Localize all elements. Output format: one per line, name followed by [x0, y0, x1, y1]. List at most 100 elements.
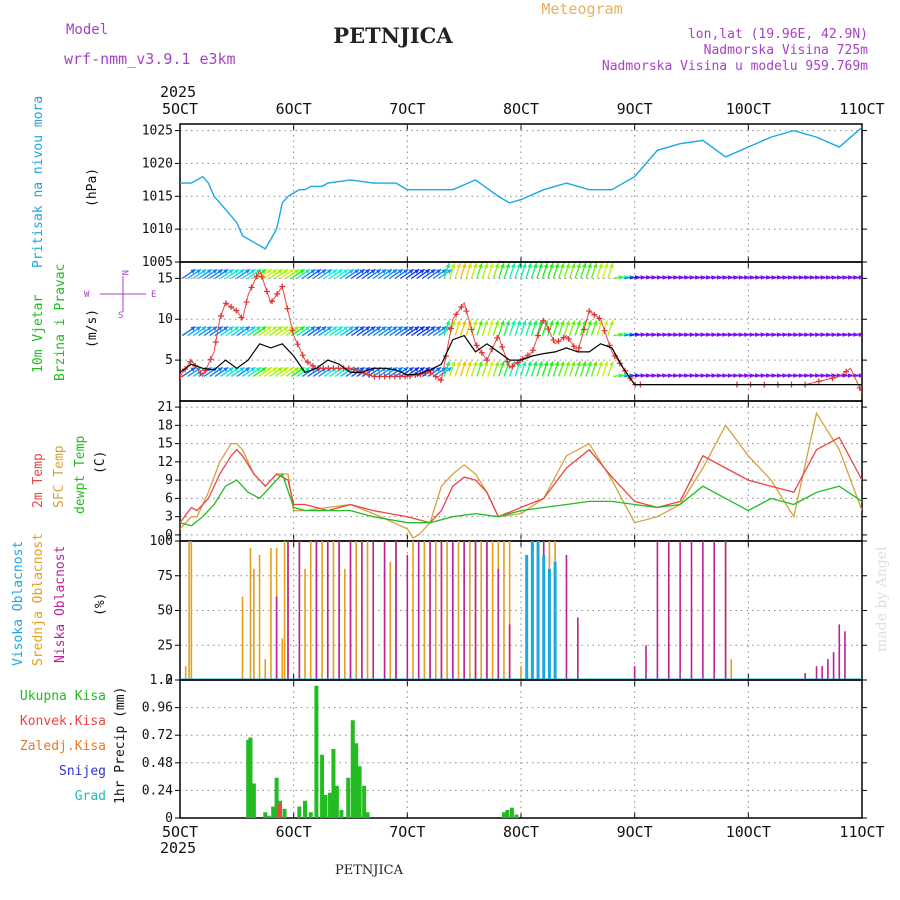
total-rain-bar	[328, 792, 333, 818]
gust-marker	[325, 365, 332, 372]
wind-barb-head	[538, 263, 543, 269]
wind-barb-head	[483, 320, 489, 326]
wind-unit: (m/s)	[85, 309, 100, 348]
wind-barb-head	[467, 361, 472, 367]
wind-barb-head	[288, 367, 294, 372]
pressure-tick-label: 1005	[142, 255, 173, 270]
credit-label: made by Angel	[874, 546, 890, 652]
temp-tick-label: 6	[165, 491, 173, 506]
gust-marker	[829, 375, 836, 382]
wind-barb-head	[305, 269, 311, 274]
low-cloud-bar	[804, 673, 806, 680]
gust-marker	[509, 363, 516, 370]
mid-cloud-bar	[434, 541, 437, 680]
mid-cloud-bar	[520, 666, 522, 680]
high-cloud-bar	[547, 568, 551, 680]
wind-barb-head	[190, 326, 196, 332]
total-rain-bar	[308, 812, 313, 818]
wind-barb-head	[441, 326, 447, 332]
wind-barb-head	[532, 361, 538, 367]
low-cloud-bar	[486, 541, 488, 680]
wind-barb-head	[425, 367, 431, 372]
gust-marker	[437, 377, 444, 384]
gust-marker	[412, 372, 419, 379]
gust-marker	[432, 373, 439, 380]
wind-barb-head	[414, 326, 420, 332]
gust-marker	[345, 365, 352, 372]
low-cloud-bar	[287, 541, 289, 680]
wind-barb-head	[436, 367, 441, 372]
wind-barb-head	[864, 275, 869, 280]
wind-barb-head	[587, 263, 592, 269]
wind-barb-head	[250, 367, 256, 372]
wind-barb-head	[587, 361, 592, 367]
wind-barb-head	[494, 320, 500, 326]
wind-barb-head	[527, 320, 532, 326]
gust-marker	[529, 347, 536, 354]
wind-barb-head	[425, 269, 431, 274]
wind-barb-head	[549, 361, 554, 367]
wind-barb-head	[511, 263, 516, 269]
model-altitude-label: Nadmorska Visina u modelu 959.769m	[602, 59, 868, 74]
wind-barb-head	[560, 263, 565, 269]
temp-frame	[179, 400, 863, 542]
lonlat-label: lon,lat (19.96E, 42.9N)	[688, 27, 868, 42]
low-cloud-bar	[497, 568, 500, 680]
wind-barb-head	[446, 367, 452, 372]
wind-barb-head	[478, 263, 483, 269]
gust-marker	[233, 307, 240, 314]
wind-barb-head	[359, 326, 365, 332]
total-rain-bar	[251, 783, 256, 818]
gust-marker	[391, 373, 398, 380]
low-cloud-bar	[338, 541, 340, 680]
wind-barb-head	[201, 269, 207, 274]
mid-cloud-bar	[184, 666, 187, 680]
total-rain-bar	[362, 785, 367, 818]
wind-barb-head	[445, 361, 451, 367]
precip-legend-conv: Konvek.Kisa	[20, 714, 106, 729]
gust-marker	[371, 373, 378, 380]
wind-barb-head	[603, 263, 609, 269]
precip-unit: 1hr Precip (mm)	[113, 687, 128, 804]
mid-cloud-bar	[730, 659, 733, 680]
wind-barb-head	[337, 326, 343, 332]
wind-barb-head	[598, 263, 603, 269]
wind-barb-head	[245, 367, 251, 372]
wind-barb-head	[532, 263, 538, 269]
gust-marker	[279, 283, 286, 290]
low-cloud-bar	[645, 645, 647, 680]
mid-cloud-bar	[480, 541, 483, 680]
gust-marker	[253, 273, 260, 280]
wind-barb-head	[305, 367, 311, 372]
gust-marker	[453, 311, 460, 318]
gust-marker	[601, 327, 608, 334]
mid-cloud-bar	[321, 541, 323, 680]
low-cloud-bar	[821, 666, 824, 680]
wind-barb-head	[206, 326, 212, 332]
wind-barb-head	[456, 361, 462, 367]
wind-barb-head	[321, 326, 327, 332]
gust-marker	[570, 343, 577, 350]
precip-tick-label: 1.2	[150, 673, 173, 688]
gust-marker	[238, 314, 245, 321]
low-cloud-bar	[713, 541, 716, 680]
low-cloud-bar	[440, 541, 443, 680]
x-tick-label-bottom: 8OCT	[503, 823, 539, 841]
low-cloud-bar	[406, 554, 409, 680]
wind-barb-head	[403, 367, 409, 372]
gust-marker	[228, 303, 235, 310]
wind-barb-head	[266, 326, 272, 332]
wind-barb-head	[478, 320, 483, 326]
wind-barb-head	[571, 361, 576, 367]
total-rain-bar	[282, 808, 287, 818]
mid-cloud-bar	[253, 568, 255, 680]
conv-rain-bar	[278, 804, 283, 818]
gust-marker	[386, 373, 393, 380]
gust-marker	[330, 365, 337, 372]
wind-barb-head	[419, 269, 425, 274]
wind-barb-head	[408, 326, 414, 332]
low-cloud-bar	[838, 624, 841, 680]
wind-barb-head	[538, 361, 543, 367]
high-cloud-bar	[542, 554, 546, 680]
wind-barb-head	[217, 269, 223, 274]
